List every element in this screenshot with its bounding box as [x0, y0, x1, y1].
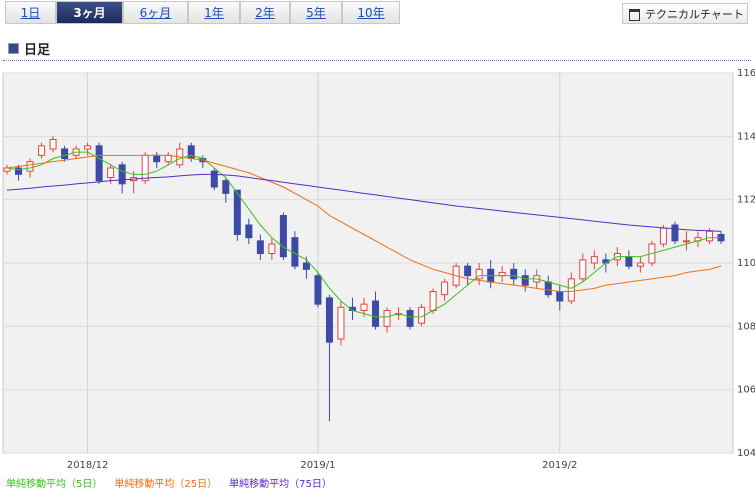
y-tick-label: 112 [737, 195, 755, 206]
candle-body [682, 240, 690, 243]
candle-body [556, 291, 564, 302]
candle-body [325, 297, 333, 343]
candle-body [671, 224, 679, 242]
candle-body [164, 154, 172, 163]
candle-body [521, 275, 529, 286]
candle-body [705, 230, 713, 242]
candle-body [84, 145, 92, 150]
candle-body [464, 265, 472, 277]
candle-body [544, 281, 552, 296]
candle-body [372, 300, 380, 327]
y-tick-label: 116 [737, 68, 755, 79]
candle-body [302, 262, 310, 270]
candle-body [153, 154, 161, 163]
candle-body [429, 291, 437, 311]
candle-body [360, 303, 368, 311]
candle-body [590, 256, 598, 264]
divider [3, 60, 751, 61]
candle-body [222, 180, 230, 194]
candle-body [625, 256, 633, 267]
candle-body [406, 310, 414, 327]
x-tick-label: 2019/1 [300, 460, 335, 471]
candle-body [26, 161, 34, 172]
period-tab[interactable]: 1日 [5, 1, 56, 24]
chart-heading: 日足 [8, 39, 50, 58]
legend-entry: 単純移動平均（75日） [229, 477, 332, 490]
candle-body [567, 278, 575, 302]
candle-body [118, 164, 126, 185]
candle-body [510, 268, 518, 280]
candle-body [475, 268, 483, 280]
y-tick-label: 104 [737, 448, 755, 459]
period-tab[interactable]: 3ヶ月 [56, 1, 123, 24]
candle-body [579, 259, 587, 280]
legend-entry: 単純移動平均（25日） [114, 477, 217, 490]
candle-body [279, 215, 287, 258]
period-tab[interactable]: 10年 [342, 1, 400, 24]
y-tick-label: 110 [737, 258, 755, 269]
candle-body [383, 310, 391, 327]
y-tick-label: 106 [737, 385, 755, 396]
candle-body [256, 240, 264, 254]
period-tab[interactable]: 6ヶ月 [123, 1, 188, 24]
ma-line [6, 173, 722, 232]
candle-body [49, 139, 57, 150]
candle-body [636, 262, 644, 267]
legend-entry: 単純移動平均（5日） [6, 477, 102, 490]
candle-body [38, 145, 46, 156]
ma-line [6, 151, 721, 318]
candle-body [141, 154, 149, 182]
candle-body [61, 148, 69, 159]
candle-body [268, 243, 276, 254]
candle-body [441, 281, 449, 296]
candle-body [245, 224, 253, 239]
candle-body [210, 170, 218, 188]
candle-body [15, 167, 23, 175]
y-tick-label: 114 [737, 131, 755, 142]
ma-line [6, 154, 722, 292]
candle-body [187, 145, 195, 159]
candle-body [314, 275, 322, 305]
candle-body [337, 306, 345, 340]
candle-body [659, 227, 667, 245]
period-tab[interactable]: 5年 [290, 1, 342, 24]
x-tick-label: 2019/2 [542, 460, 577, 471]
candle-body [95, 145, 103, 182]
candle-body [107, 167, 115, 178]
candle-body [233, 189, 241, 236]
technical-chart-button[interactable]: テクニカルチャート [622, 3, 748, 24]
y-tick-label: 108 [737, 321, 755, 332]
x-tick-label: 2018/12 [67, 460, 109, 471]
period-tab[interactable]: 1年 [188, 1, 240, 24]
period-tab[interactable]: 2年 [240, 1, 290, 24]
